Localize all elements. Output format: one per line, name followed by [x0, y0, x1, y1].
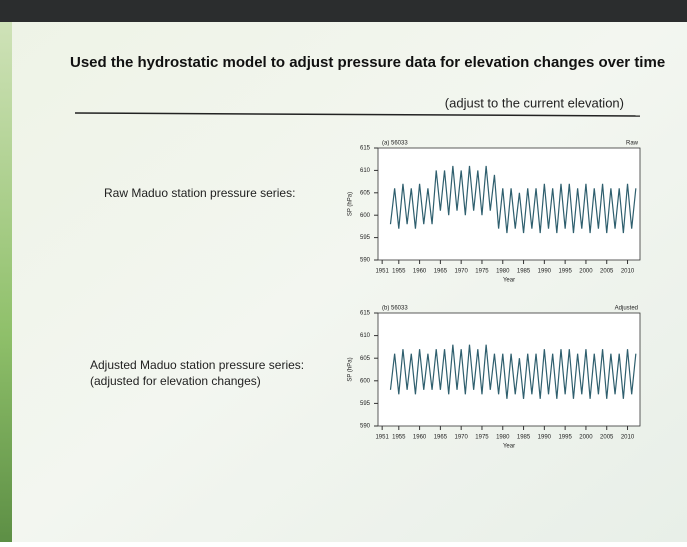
x-tick-label: 1995 [558, 435, 572, 441]
y-tick-label: 600 [360, 213, 371, 219]
slide-subtitle: (adjust to the current elevation) [445, 95, 624, 110]
y-tick-label: 590 [360, 424, 371, 430]
top-edge [0, 0, 687, 22]
y-tick-label: 595 [360, 235, 371, 241]
x-tick-label: 2010 [621, 269, 635, 275]
x-tick-label: 1965 [434, 269, 448, 275]
y-tick-label: 610 [360, 168, 371, 174]
x-tick-label: 1951 [375, 269, 389, 275]
x-tick-label: 1985 [517, 435, 531, 441]
x-tick-label: 1995 [558, 269, 572, 275]
slide-title: Used the hydrostatic model to adjust pre… [70, 54, 665, 71]
y-tick-label: 605 [360, 356, 371, 362]
adjusted-note: (adjusted for elevation changes) [90, 374, 261, 388]
x-tick-label: 1965 [434, 435, 448, 441]
y-tick-label: 610 [360, 333, 371, 339]
x-tick-label: 1990 [538, 435, 552, 441]
y-tick-label: 615 [360, 146, 371, 152]
y-axis-label: SP (hPa) [348, 192, 354, 216]
x-tick-label: 1975 [475, 435, 489, 441]
y-tick-label: 595 [360, 401, 371, 407]
x-tick-label: 2005 [600, 269, 614, 275]
y-tick-label: 605 [360, 190, 371, 196]
x-tick-label: 1955 [392, 435, 406, 441]
x-tick-label: 1955 [392, 269, 406, 275]
corner-label: Raw [626, 141, 639, 147]
x-tick-label: 1980 [496, 435, 510, 441]
x-tick-label: 2010 [621, 435, 635, 441]
x-axis-label: Year [503, 444, 515, 450]
panel-label: (b) 56033 [382, 306, 408, 312]
x-tick-label: 2000 [579, 269, 593, 275]
y-tick-label: 615 [360, 311, 371, 317]
y-axis-label: SP (hPa) [348, 357, 354, 381]
x-tick-label: 1951 [375, 435, 389, 441]
x-tick-label: 1985 [517, 269, 531, 275]
x-tick-label: 1970 [454, 435, 468, 441]
y-tick-label: 600 [360, 378, 371, 384]
x-tick-label: 1980 [496, 269, 510, 275]
slide-photo: Used the hydrostatic model to adjust pre… [0, 0, 687, 542]
x-tick-label: 2005 [600, 435, 614, 441]
adjusted-label: Adjusted Maduo station pressure series: [90, 358, 304, 372]
x-tick-label: 1960 [413, 269, 427, 275]
x-tick-label: 1975 [475, 269, 489, 275]
x-tick-label: 1970 [454, 269, 468, 275]
x-axis-label: Year [503, 278, 515, 284]
left-edge [0, 22, 12, 542]
x-tick-label: 1990 [538, 269, 552, 275]
corner-label: Adjusted [615, 306, 638, 312]
panel-label: (a) 56033 [382, 141, 408, 147]
x-tick-label: 2000 [579, 435, 593, 441]
x-tick-label: 1960 [413, 435, 427, 441]
raw-label: Raw Maduo station pressure series: [104, 186, 295, 200]
y-tick-label: 590 [360, 258, 371, 264]
